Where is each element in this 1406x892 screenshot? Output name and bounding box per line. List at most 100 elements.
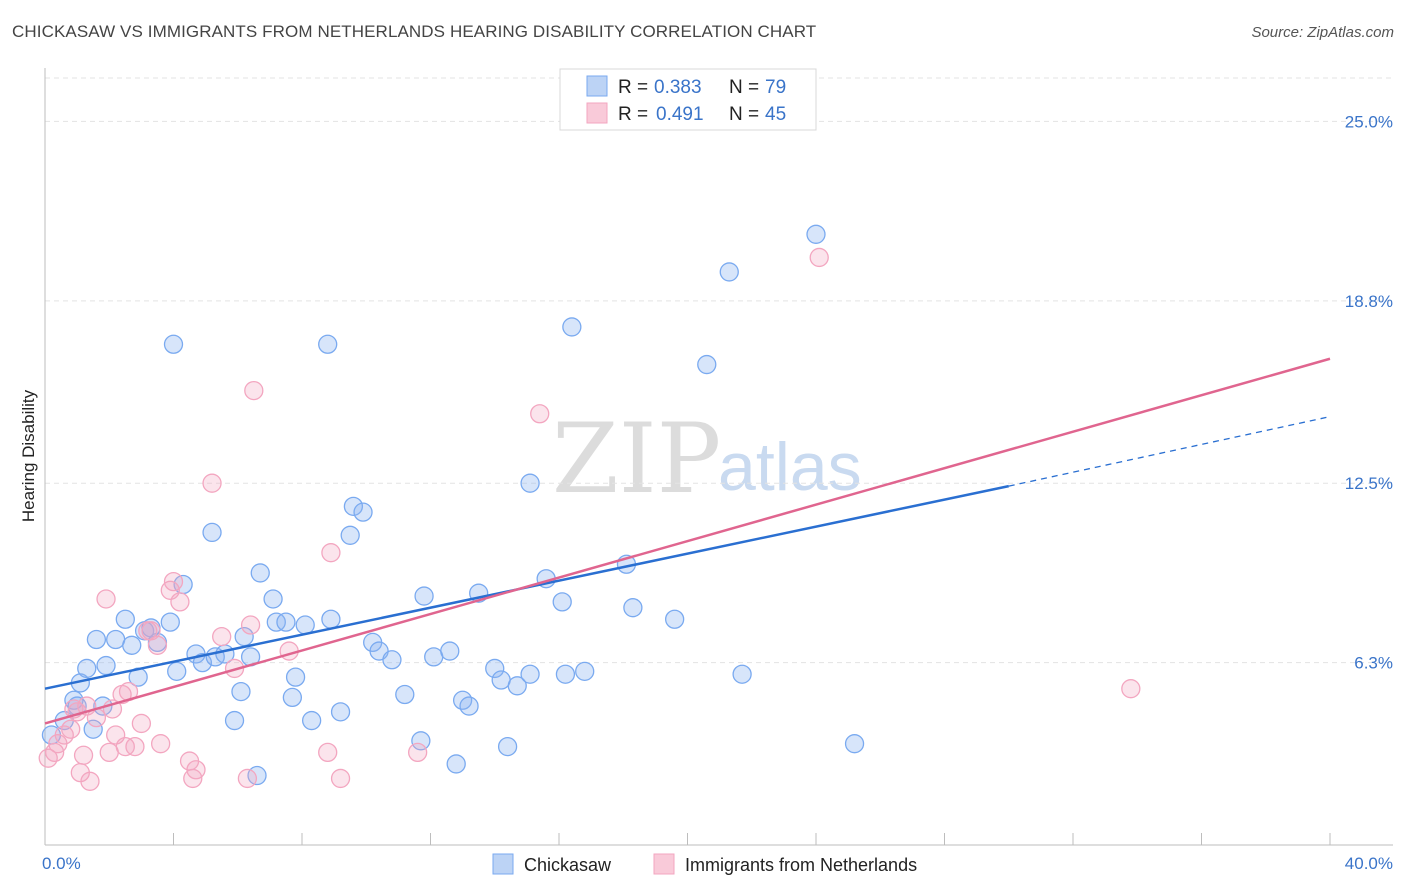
netherlands-point <box>809 247 829 268</box>
chickasaw-point <box>497 736 518 757</box>
netherlands-point <box>73 745 94 765</box>
chickasaw-point <box>623 598 643 618</box>
netherlands-point <box>202 473 222 493</box>
source-credit: Source: ZipAtlas.com <box>1251 24 1394 41</box>
chickasaw-point <box>459 696 479 716</box>
legend-n-value-1: 79 <box>765 77 786 98</box>
netherlands-point <box>530 404 550 424</box>
chickasaw-point <box>732 664 752 684</box>
chickasaw-point <box>552 592 572 612</box>
legend-n-label-1: N = <box>729 77 759 98</box>
chickasaw-point <box>96 655 116 676</box>
y-tick-label: 25.0% <box>1345 112 1393 131</box>
chickasaw-point <box>202 522 222 543</box>
chickasaw-point <box>665 609 685 629</box>
chickasaw-point <box>163 334 184 354</box>
chickasaw-point <box>285 667 306 687</box>
netherlands-trend-line <box>44 357 1331 725</box>
chickasaw-point <box>106 629 126 650</box>
bottom-legend-label-netherlands: Immigrants from Netherlands <box>685 855 917 875</box>
netherlands-point <box>131 713 152 734</box>
netherlands-point <box>80 771 100 791</box>
chickasaw-point <box>353 502 373 522</box>
y-tick-labels: 6.3% 12.5% 18.8% 25.0% <box>1345 112 1393 672</box>
netherlands-point <box>1121 679 1141 699</box>
bottom-legend: Chickasaw Immigrants from Netherlands <box>492 853 917 875</box>
x-tick-label-max: 40.0% <box>1345 854 1393 873</box>
chickasaw-point <box>231 681 251 702</box>
chickasaw-point <box>414 586 434 606</box>
bottom-legend-label-chickasaw: Chickasaw <box>524 855 612 875</box>
chickasaw-point <box>340 525 360 545</box>
y-tick-label: 12.5% <box>1345 474 1393 493</box>
chickasaw-point <box>167 661 187 681</box>
chickasaw-point <box>83 719 103 739</box>
y-tick-label: 18.8% <box>1345 292 1393 311</box>
netherlands-point <box>330 768 351 789</box>
chickasaw-point <box>301 710 322 731</box>
netherlands-point <box>321 543 341 563</box>
netherlands-point <box>237 768 258 789</box>
axes <box>44 68 1393 846</box>
chickasaw-point <box>424 647 444 667</box>
chickasaw-point <box>263 589 283 609</box>
netherlands-point <box>244 380 264 401</box>
chickasaw-point <box>318 334 338 354</box>
legend-n-value-2: 45 <box>765 104 786 125</box>
legend-n-label-2: N = <box>729 104 759 125</box>
top-legend: R = 0.383 N = 79 R = 0.491 N = 45 <box>559 68 817 131</box>
legend-r-value-2: 0.491 <box>656 104 704 125</box>
chickasaw-point <box>122 635 142 655</box>
bottom-legend-swatch-chickasaw <box>492 853 514 875</box>
chickasaw-point <box>555 664 576 684</box>
chickasaw-point <box>343 496 364 517</box>
netherlands-point <box>407 742 428 763</box>
netherlands-point <box>99 742 119 763</box>
chickasaw-point <box>507 676 527 696</box>
chickasaw-point <box>321 609 341 629</box>
chickasaw-point <box>395 684 415 705</box>
x-tick-label-min: 0.0% <box>42 854 81 873</box>
netherlands-point <box>125 736 145 757</box>
legend-r-value-1: 0.383 <box>654 77 702 98</box>
netherlands-point <box>96 589 116 609</box>
chickasaw-point <box>86 629 107 650</box>
chickasaw-point <box>520 473 540 493</box>
legend-r-label-2: R = <box>618 104 648 125</box>
chickasaw-point <box>276 612 296 632</box>
legend-swatch-netherlands <box>586 102 608 124</box>
legend-swatch-chickasaw <box>586 75 608 97</box>
netherlands-point <box>163 571 184 592</box>
watermark-atlas: atlas <box>718 429 862 505</box>
chickasaw-point <box>844 734 865 754</box>
chickasaw-point <box>491 670 511 690</box>
chickasaw-point <box>485 658 505 679</box>
chickasaw-point <box>224 710 245 731</box>
chickasaw-point <box>520 664 540 684</box>
y-tick-label: 6.3% <box>1354 654 1393 673</box>
netherlands-points <box>38 247 1141 791</box>
trend-lines <box>44 357 1331 725</box>
legend-r-label-1: R = <box>618 77 648 98</box>
netherlands-point <box>212 626 232 647</box>
chickasaw-point <box>697 354 717 375</box>
chickasaw-point <box>411 731 431 751</box>
chickasaw-point <box>719 262 739 282</box>
chickasaw-point <box>446 754 466 774</box>
chickasaw-point <box>330 702 351 722</box>
chickasaw-trend-extension <box>1008 416 1331 487</box>
y-axis-title: Hearing Disability <box>19 389 38 522</box>
chickasaw-point <box>77 658 97 679</box>
chickasaw-point <box>295 615 315 635</box>
chickasaw-point <box>562 317 582 337</box>
netherlands-point <box>147 635 168 655</box>
netherlands-point <box>61 719 81 739</box>
netherlands-point <box>186 760 206 780</box>
chickasaw-point <box>382 650 402 670</box>
chickasaw-point <box>575 661 595 681</box>
chickasaw-point <box>160 612 180 632</box>
chart-title: CHICKASAW VS IMMIGRANTS FROM NETHERLANDS… <box>12 22 817 41</box>
netherlands-point <box>318 742 338 763</box>
netherlands-point <box>240 615 261 635</box>
